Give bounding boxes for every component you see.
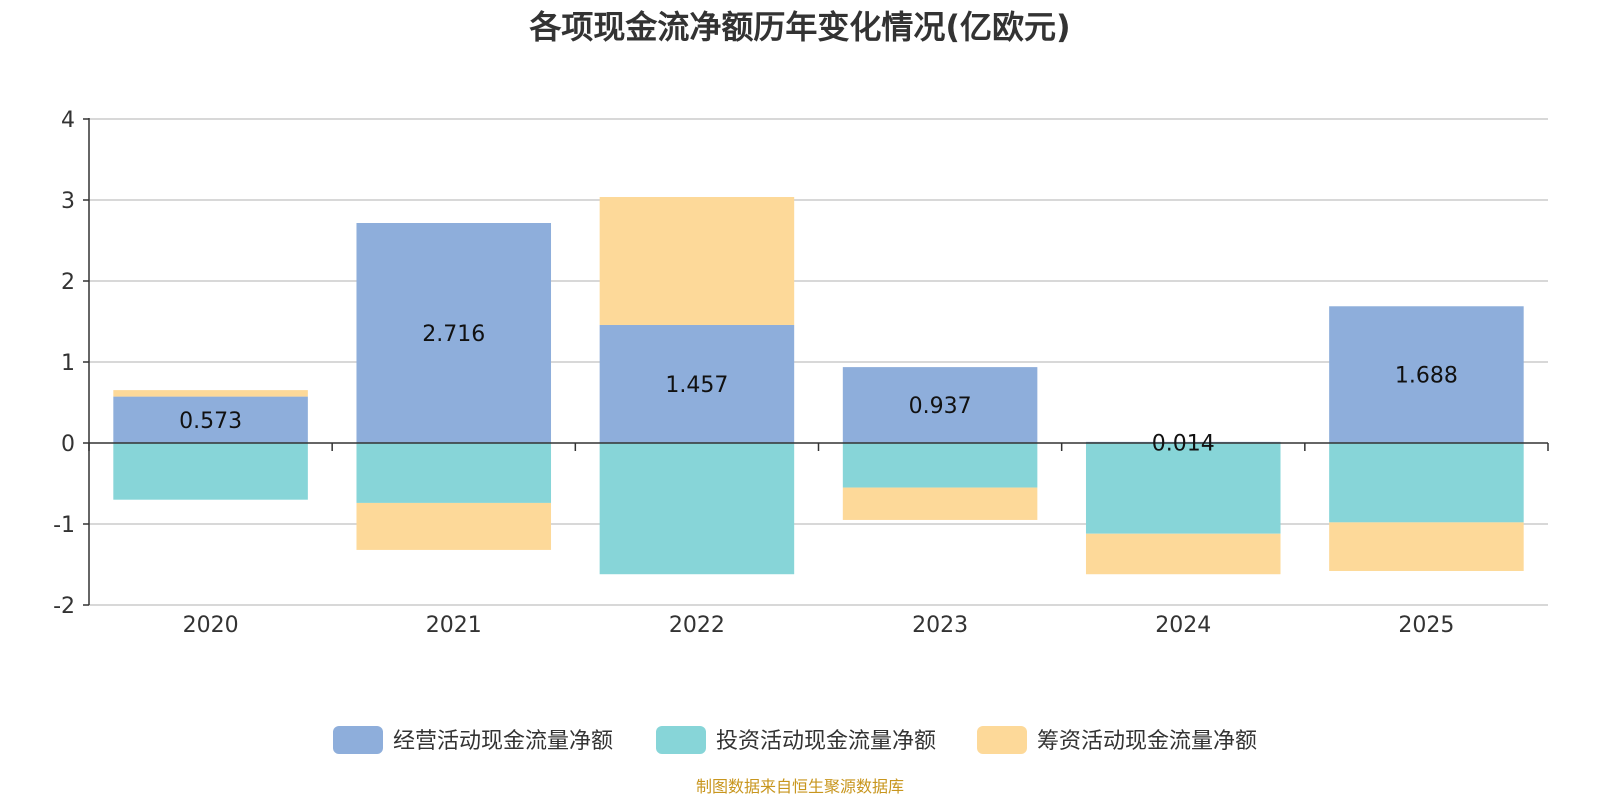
data-label: 1.457 <box>665 373 728 398</box>
data-labels: 0.573 2.716 1.457 0.937 0.014 1.688 <box>179 322 1458 456</box>
data-label: 2.716 <box>422 322 485 347</box>
data-label: 1.688 <box>1395 364 1458 389</box>
data-label: 0.573 <box>179 409 242 434</box>
chart-title: 各项现金流净额历年变化情况(亿欧元) <box>529 8 1070 46</box>
data-label: 0.014 <box>1152 431 1215 456</box>
y-tick-label: 3 <box>61 189 75 214</box>
y-tick-label: -1 <box>53 513 75 538</box>
bar-segment <box>842 443 1038 488</box>
y-tick-label: 0 <box>61 432 75 457</box>
bar-segment <box>356 443 552 503</box>
legend: 经营活动现金流量净额 投资活动现金流量净额 筹资活动现金流量净额 <box>333 726 1257 754</box>
legend-swatch <box>977 726 1027 754</box>
bar-segment <box>1329 522 1524 571</box>
grid-lines <box>89 118 1548 606</box>
axes: -2 -1 0 1 2 3 4 2020 2021 2022 2023 2024 2025 <box>53 108 1549 638</box>
legend-label: 投资活动现金流量净额 <box>716 729 936 754</box>
y-tick-label: 2 <box>61 270 75 295</box>
bar-segment <box>113 396 308 443</box>
x-tick-label: 2020 <box>183 613 239 638</box>
y-tick-label: 1 <box>61 351 75 376</box>
bar-segment <box>1329 443 1524 523</box>
y-tick-label: 4 <box>61 108 75 133</box>
bar-segment <box>1085 533 1281 575</box>
x-tick-label: 2022 <box>669 613 725 638</box>
bar-segment <box>113 390 308 397</box>
bar-segment <box>113 443 308 500</box>
bar-segment <box>1085 443 1281 534</box>
legend-label: 经营活动现金流量净额 <box>393 729 613 754</box>
x-tick-label: 2023 <box>912 613 968 638</box>
x-tick-label: 2024 <box>1155 613 1211 638</box>
bar-segment <box>599 324 795 443</box>
bar-segment <box>1329 306 1524 443</box>
x-tick-label: 2021 <box>426 613 482 638</box>
bar-series <box>113 197 1524 575</box>
bar-segment <box>842 487 1038 520</box>
x-tick-label: 2025 <box>1398 613 1454 638</box>
legend-label: 筹资活动现金流量净额 <box>1037 729 1257 754</box>
bar-segment <box>599 443 795 575</box>
bar-segment <box>356 223 552 443</box>
legend-swatch <box>656 726 706 754</box>
legend-swatch <box>333 726 383 754</box>
source-note: 制图数据来自恒生聚源数据库 <box>696 777 904 796</box>
bar-segment <box>356 502 552 550</box>
data-label: 0.937 <box>909 394 972 419</box>
bar-segment <box>599 197 795 325</box>
y-tick-label: -2 <box>53 594 75 619</box>
bar-segment <box>842 367 1038 443</box>
